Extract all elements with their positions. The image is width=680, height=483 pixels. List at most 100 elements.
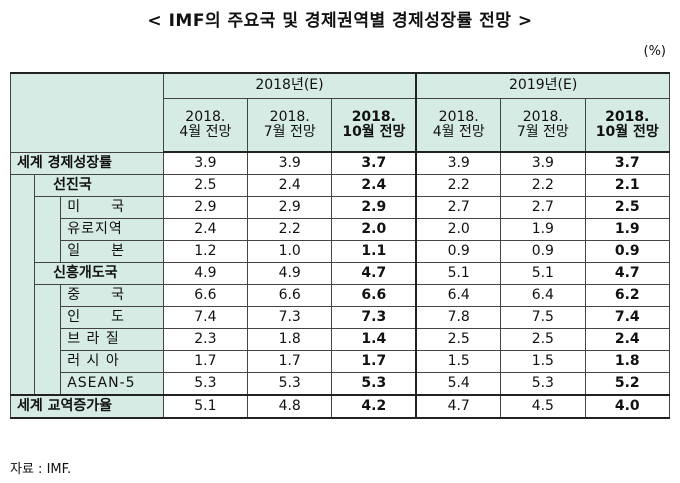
- value-cell: 4.8: [247, 394, 333, 419]
- value-cell: 2.1: [584, 174, 670, 197]
- value-cell: 6.6: [247, 284, 333, 307]
- value-cell: 0.9: [500, 240, 586, 263]
- header-forecast-year: 2018.: [351, 109, 396, 126]
- value-cell: 7.3: [247, 306, 333, 329]
- value-cell: 2.0: [331, 218, 418, 241]
- value-cell: 6.2: [584, 284, 670, 307]
- value-cell: 5.2: [584, 372, 670, 396]
- value-cell: 4.7: [331, 262, 418, 285]
- indent-cell: [34, 284, 62, 307]
- row-label: 신흥개도국: [34, 262, 164, 285]
- value-cell: 1.7: [247, 350, 333, 373]
- table-row: 러 시 아 1.7 1.7 1.7 1.5 1.5 1.8: [9, 350, 670, 373]
- value-cell: 2.4: [247, 174, 333, 197]
- value-cell: 4.0: [584, 394, 670, 419]
- value-cell: 2.5: [162, 174, 249, 197]
- table-row: ASEAN-5 5.3 5.3 5.3 5.4 5.3 5.2: [9, 372, 670, 396]
- header-forecast-2: 2018. 7월 전망: [247, 97, 333, 153]
- header-forecast-month: 10월 전망: [342, 123, 406, 140]
- value-cell: 3.7: [584, 151, 670, 175]
- row-label: 선진국: [34, 174, 164, 197]
- indent-cell: [34, 350, 62, 373]
- header-forecast-year: 2018.: [522, 109, 563, 126]
- indent-cell: [9, 372, 36, 395]
- indent-cell: [9, 262, 36, 285]
- value-cell: 0.9: [584, 240, 670, 263]
- value-cell: 5.4: [415, 372, 502, 396]
- value-cell: 4.9: [162, 262, 249, 285]
- value-cell: 2.2: [247, 218, 333, 241]
- row-label: 브 라 질: [60, 328, 164, 351]
- indent-cell: [34, 328, 62, 351]
- value-cell: 3.9: [415, 151, 502, 175]
- value-cell: 5.3: [162, 372, 249, 396]
- value-cell: 1.5: [500, 350, 586, 373]
- row-label: 세계 교역증가율: [10, 394, 164, 419]
- value-cell: 3.9: [247, 151, 333, 175]
- header-forecast-year: 2018.: [269, 109, 310, 126]
- value-cell: 3.9: [162, 151, 249, 175]
- indent-cell: [9, 174, 36, 197]
- value-cell: 4.2: [331, 394, 418, 419]
- value-cell: 1.9: [500, 218, 586, 241]
- indent-cell: [34, 372, 62, 395]
- value-cell: 6.6: [331, 284, 418, 307]
- value-cell: 6.4: [500, 284, 586, 307]
- indent-cell: [9, 306, 36, 329]
- header-forecast-month: 4월 전망: [432, 123, 485, 140]
- value-cell: 2.5: [500, 328, 586, 351]
- header-forecast-3: 2018. 10월 전망: [331, 97, 418, 153]
- table-row: 유로지역 2.4 2.2 2.0 2.0 1.9 1.9: [9, 218, 670, 241]
- row-label: 세계 경제성장률: [10, 151, 164, 175]
- table-row: 신흥개도국 4.9 4.9 4.7 5.1 5.1 4.7: [9, 262, 670, 285]
- table-row: 미 국 2.9 2.9 2.9 2.7 2.7 2.5: [9, 196, 670, 219]
- header-year-2018: 2018년(E): [162, 72, 418, 99]
- header-forecast-month: 7월 전망: [263, 123, 316, 140]
- header-forecast-6: 2018. 10월 전망: [584, 97, 670, 153]
- table-row: 중 국 6.6 6.6 6.6 6.4 6.4 6.2: [9, 284, 670, 307]
- header-corner: [10, 72, 164, 153]
- value-cell: 6.4: [415, 284, 502, 307]
- value-cell: 1.8: [247, 328, 333, 351]
- table-row: 인 도 7.4 7.3 7.3 7.8 7.5 7.4: [9, 306, 670, 329]
- growth-forecast-table: 2018년(E) 2019년(E) 2018. 4월 전망 2018. 7월 전망 20…: [9, 72, 671, 419]
- header-forecast-month: 4월 전망: [179, 123, 232, 140]
- value-cell: 1.5: [415, 350, 502, 373]
- indent-cell: [9, 218, 36, 241]
- value-cell: 6.6: [162, 284, 249, 307]
- table-row: 세계 경제성장률 3.9 3.9 3.7 3.9 3.9 3.7: [10, 151, 670, 175]
- indent-cell: [34, 240, 62, 263]
- value-cell: 2.4: [331, 174, 418, 197]
- header-forecast-4: 2018. 4월 전망: [415, 97, 502, 153]
- header-forecast-month: 7월 전망: [516, 123, 569, 140]
- value-cell: 1.0: [247, 240, 333, 263]
- indent-cell: [9, 284, 36, 307]
- table-title: < IMF의 주요국 및 경제권역별 경제성장률 전망 >: [147, 11, 533, 31]
- value-cell: 1.8: [584, 350, 670, 373]
- value-cell: 4.9: [247, 262, 333, 285]
- header-forecast-year: 2018.: [605, 109, 650, 126]
- value-cell: 7.4: [162, 306, 249, 329]
- row-label: 러 시 아: [60, 350, 164, 373]
- value-cell: 1.7: [331, 350, 418, 373]
- value-cell: 2.0: [415, 218, 502, 241]
- value-cell: 2.5: [415, 328, 502, 351]
- value-cell: 1.7: [162, 350, 249, 373]
- value-cell: 7.8: [415, 306, 502, 329]
- value-cell: 7.4: [584, 306, 670, 329]
- header-forecast-month: 10월 전망: [595, 123, 659, 140]
- value-cell: 1.4: [331, 328, 418, 351]
- source-note: 자료 : IMF.: [10, 462, 72, 477]
- value-cell: 3.9: [500, 151, 586, 175]
- header-forecast-1: 2018. 4월 전망: [162, 97, 249, 153]
- table-row: 세계 교역증가율 5.1 4.8 4.2 4.7 4.5 4.0: [10, 394, 670, 419]
- header-year-2019: 2019년(E): [415, 72, 671, 99]
- value-cell: 2.5: [584, 196, 670, 219]
- value-cell: 2.3: [162, 328, 249, 351]
- value-cell: 5.3: [247, 372, 333, 396]
- unit-label: (%): [643, 44, 667, 59]
- row-label: 미 국: [60, 196, 164, 219]
- value-cell: 5.1: [162, 394, 249, 419]
- value-cell: 2.9: [247, 196, 333, 219]
- row-label: 중 국: [60, 284, 164, 307]
